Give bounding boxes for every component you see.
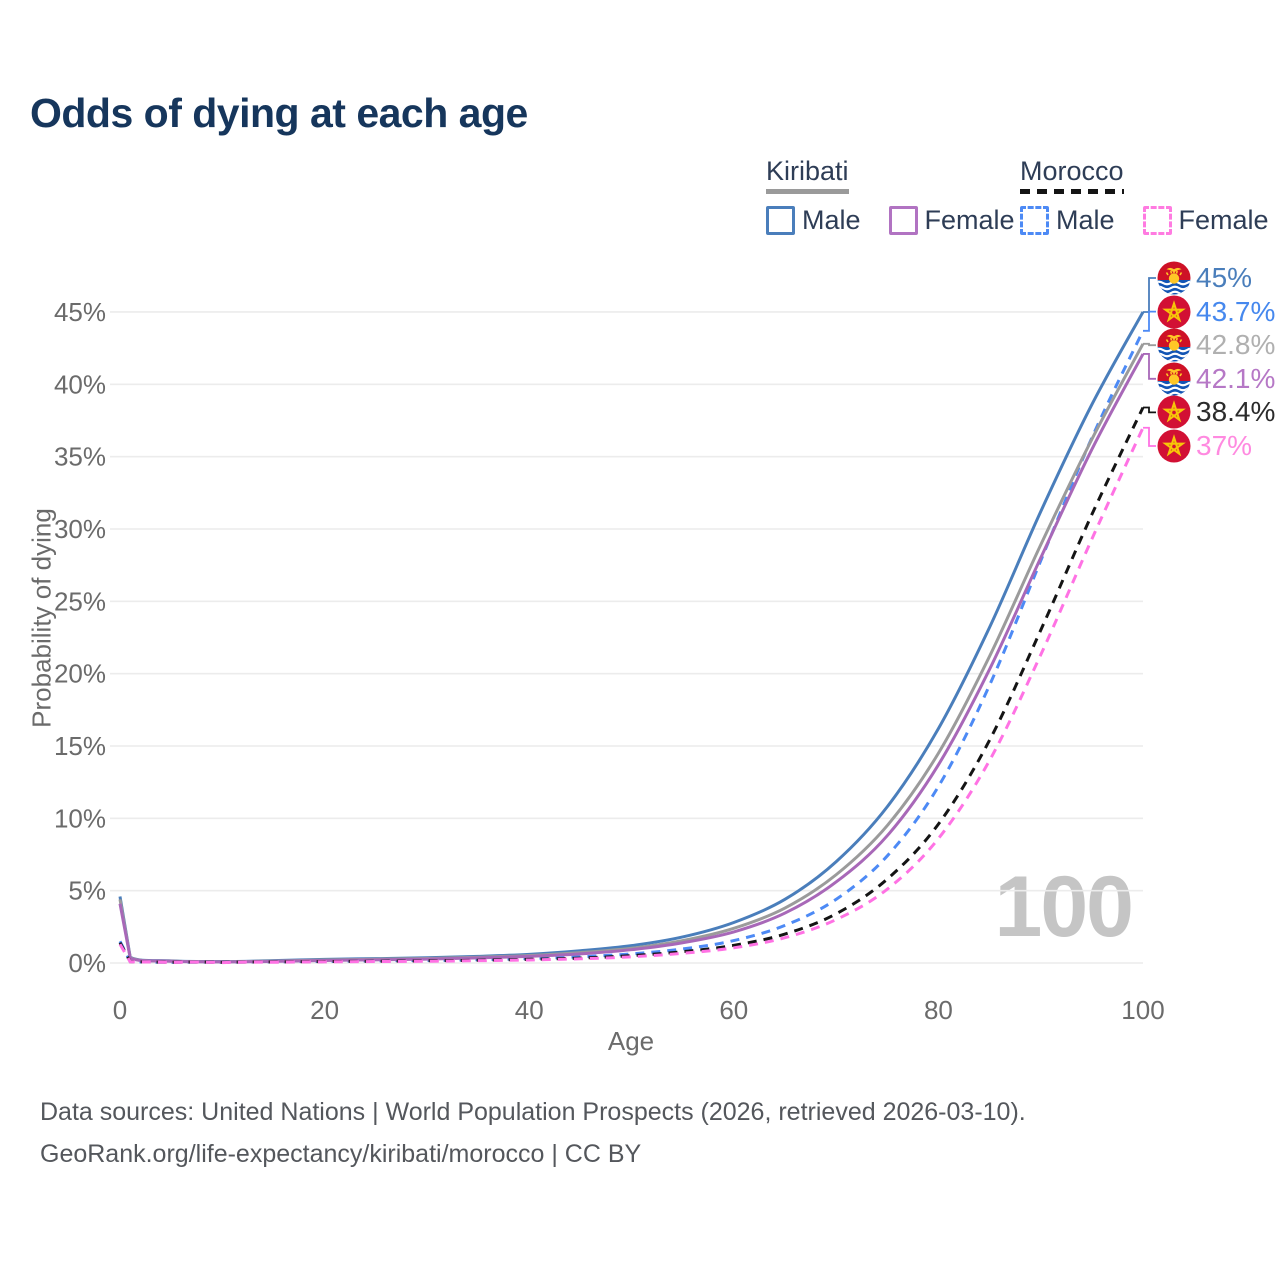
series-line-kiribati-female (118, 353, 1145, 964)
end-label-morocco-female: 37% (1157, 429, 1252, 463)
kiribati-flag-icon (1157, 261, 1191, 295)
series-line-kiribati-both-sexes (118, 343, 1145, 964)
legend-item-morocco-female: Female (1142, 205, 1269, 236)
kiribati-female-swatch-icon (888, 206, 918, 235)
legend-header-morocco: Morocco (1020, 156, 1124, 194)
x-tick-label: 100 (1121, 995, 1164, 1025)
end-label-morocco-both-sexes: 38.4% (1157, 395, 1275, 429)
legend-header-kiribati: Kiribati (766, 156, 849, 194)
legend-item-label: Female (1178, 205, 1269, 235)
end-label-kiribati-both-sexes: 42.8% (1157, 328, 1275, 362)
x-axis-title: Age (607, 1026, 655, 1056)
y-tick-label: 25% (54, 586, 106, 616)
end-label-morocco-male: 43.7% (1157, 295, 1275, 329)
attribution-url-text: GeoRank.org/life-expectancy/kiribati/mor… (40, 1140, 642, 1168)
y-tick-label: 40% (54, 369, 106, 399)
end-label-value: 42.8% (1196, 329, 1276, 361)
end-label-leader (1143, 426, 1156, 447)
series-line-morocco-male (118, 330, 1145, 964)
end-label-value: 38.4% (1196, 396, 1276, 428)
x-tick-label: 60 (719, 995, 748, 1025)
end-label-leader (1143, 342, 1156, 347)
legend-group-morocco: Morocco Male Female (1020, 156, 1280, 236)
end-label-kiribati-male: 45% (1157, 261, 1252, 295)
x-tick-label: 40 (515, 995, 544, 1025)
legend-row-kiribati: Male Female (766, 205, 1035, 236)
morocco-female-swatch-icon (1142, 206, 1172, 235)
x-tick-label: 0 (113, 995, 127, 1025)
data-sources-text: Data sources: United Nations | World Pop… (40, 1098, 1026, 1126)
y-tick-label: 30% (54, 514, 106, 544)
legend-item-kiribati-male: Male (766, 205, 861, 236)
end-label-leader (1143, 406, 1156, 414)
series-line-morocco-female (118, 427, 1145, 965)
morocco-flag-icon (1157, 429, 1191, 463)
x-tick-label: 20 (310, 995, 339, 1025)
end-label-leader (1143, 277, 1156, 313)
end-label-kiribati-female: 42.1% (1157, 362, 1275, 396)
morocco-flag-icon (1157, 395, 1191, 429)
legend-item-kiribati-female: Female (888, 205, 1015, 236)
end-label-value: 42.1% (1196, 362, 1276, 394)
y-tick-label: 5% (68, 876, 106, 906)
y-tick-label: 45% (54, 297, 106, 327)
end-label-leader (1143, 353, 1156, 380)
legend-item-morocco-male: Male (1020, 205, 1115, 236)
legend-item-label: Male (802, 205, 861, 235)
legend-item-label: Male (1056, 205, 1115, 235)
page-title: Odds of dying at each age (30, 90, 528, 136)
y-tick-label: 0% (68, 948, 106, 978)
kiribati-flag-icon (1157, 328, 1191, 362)
end-label-value: 37% (1196, 430, 1253, 461)
legend-group-kiribati: Kiribati Male Female (766, 156, 1035, 236)
morocco-flag-icon (1157, 295, 1191, 329)
y-tick-label: 10% (54, 803, 106, 833)
series-line-morocco-both-sexes (118, 406, 1145, 964)
series-line-kiribati-male (118, 311, 1145, 964)
legend-row-morocco: Male Female (1020, 205, 1280, 236)
end-label-leader (1143, 310, 1156, 332)
y-tick-label: 20% (54, 659, 106, 689)
y-tick-label: 35% (54, 442, 106, 472)
kiribati-flag-icon (1157, 362, 1191, 396)
y-tick-label: 15% (54, 731, 106, 761)
end-label-value: 43.7% (1196, 295, 1276, 327)
x-tick-label: 80 (924, 995, 953, 1025)
morocco-male-swatch-icon (1020, 206, 1049, 235)
age-watermark: 100 (994, 859, 1135, 955)
legend-item-label: Female (924, 205, 1015, 235)
end-label-value: 45% (1196, 262, 1253, 293)
kiribati-male-swatch-icon (766, 206, 795, 235)
